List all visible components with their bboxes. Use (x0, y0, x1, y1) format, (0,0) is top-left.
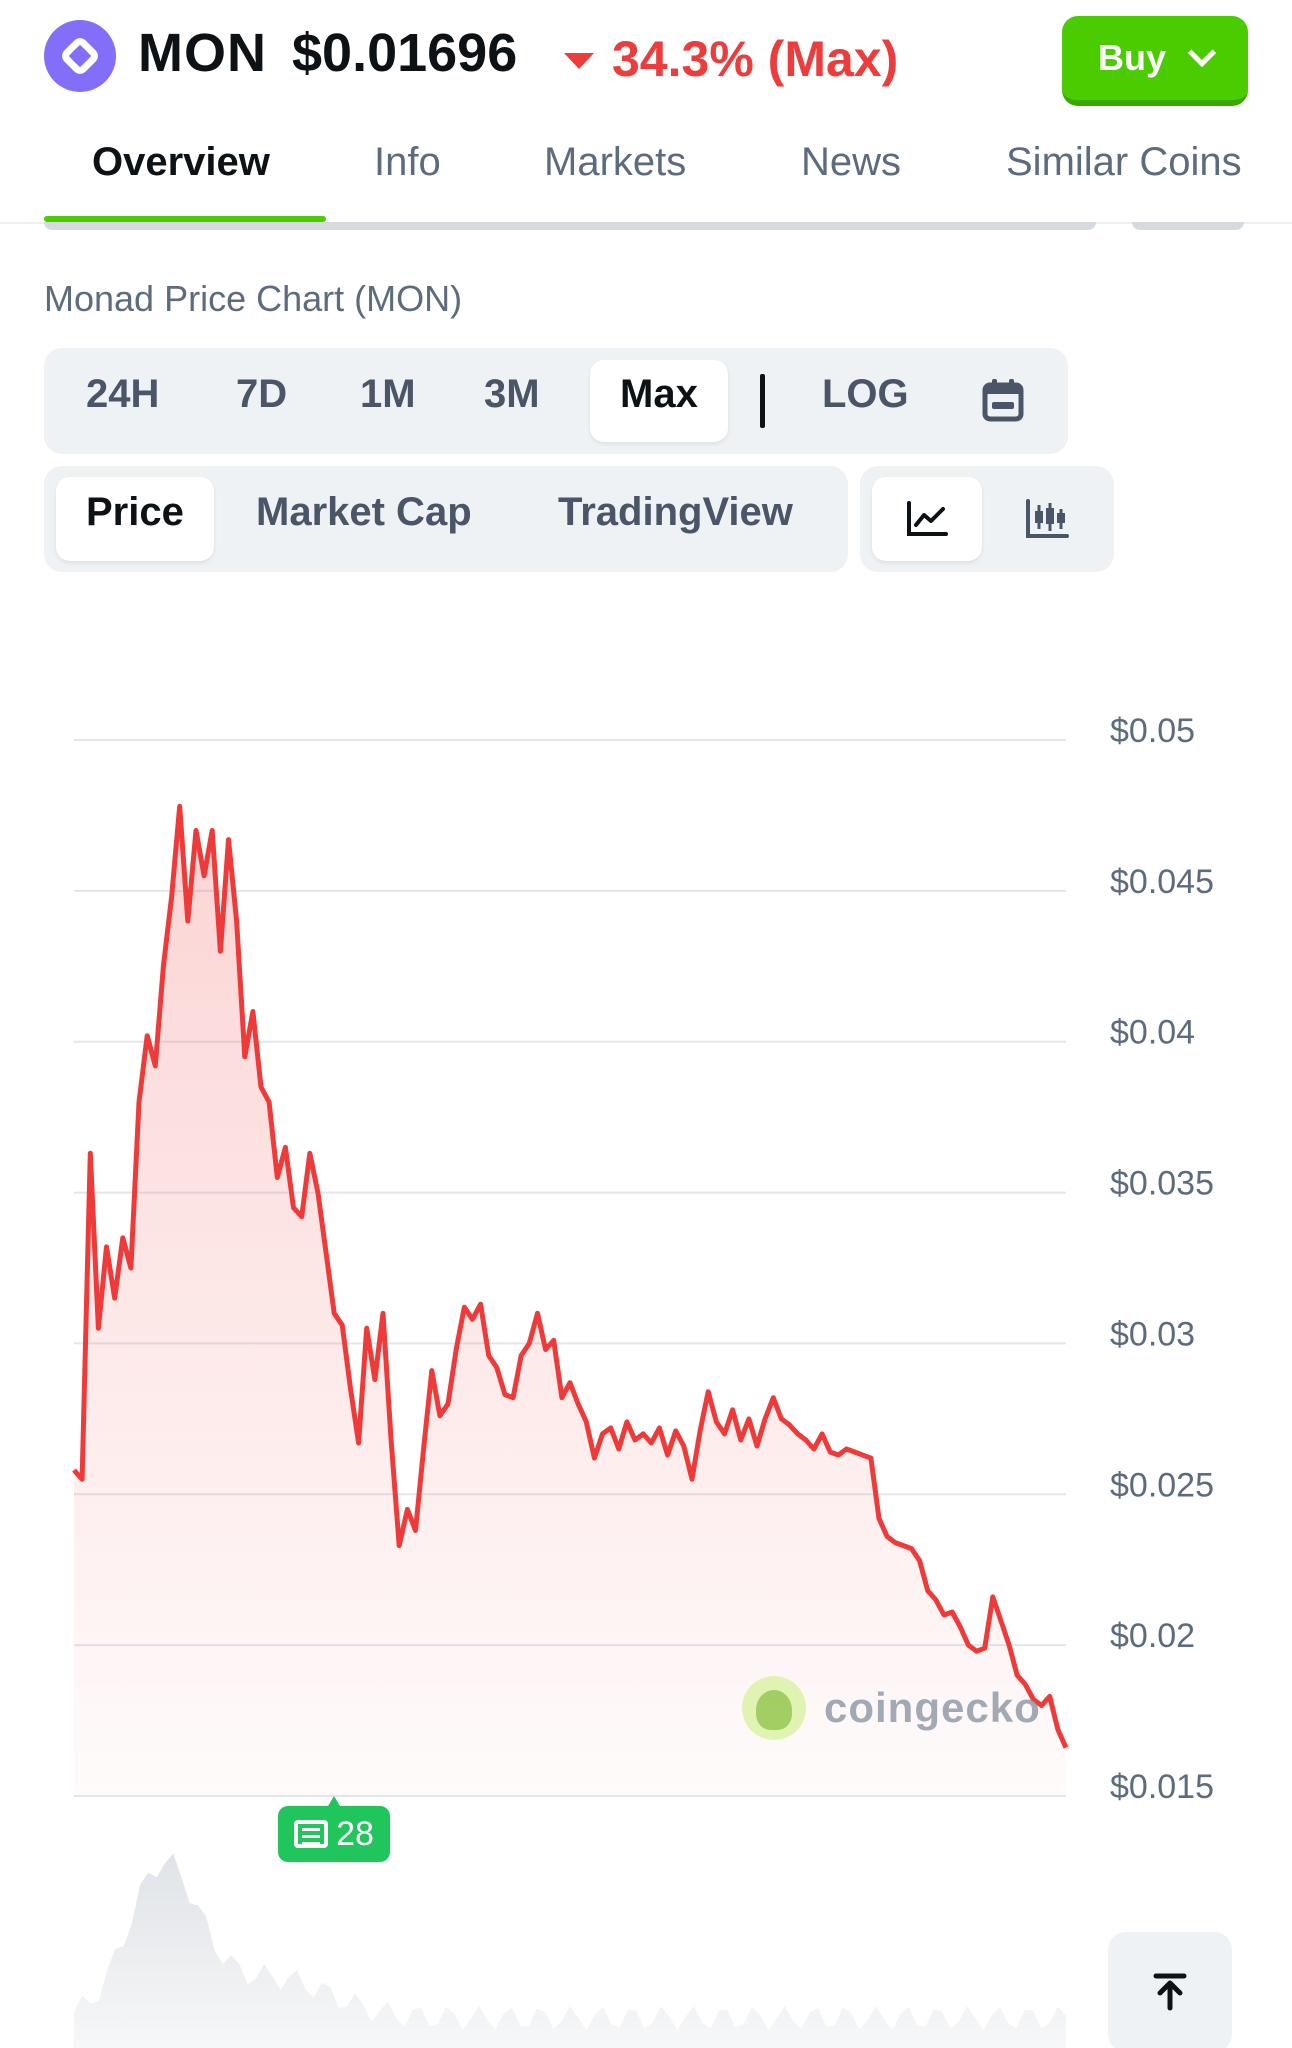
monad-logo-icon (44, 20, 116, 92)
volume-area (74, 1853, 1066, 2048)
candlestick-chart-button[interactable] (992, 477, 1102, 561)
tab-markets[interactable]: Markets (544, 140, 687, 184)
chart-type-selector (860, 466, 1114, 572)
divider (1132, 222, 1244, 230)
line-chart-icon (907, 501, 948, 536)
range-3m[interactable]: 3M (484, 372, 540, 416)
tab-similar-coins[interactable]: Similar Coins (1006, 140, 1242, 184)
newspaper-icon (294, 1820, 329, 1848)
coingecko-logo-icon (742, 1676, 806, 1740)
buy-button[interactable]: Buy (1062, 16, 1248, 106)
range-1m[interactable]: 1M (360, 372, 416, 416)
candlestick-icon (1026, 499, 1069, 538)
metric-tradingview[interactable]: TradingView (558, 490, 793, 534)
buy-button-label: Buy (1097, 37, 1166, 78)
y-tick-label: $0.02 (1110, 1617, 1195, 1655)
y-tick-label: $0.03 (1110, 1315, 1195, 1353)
y-tick-label: $0.035 (1110, 1165, 1214, 1203)
news-marker-badge[interactable]: 28 (278, 1796, 390, 1862)
active-tab-indicator (44, 216, 326, 222)
log-toggle[interactable]: LOG (822, 372, 909, 416)
time-range-selector: 24H 7D 1M 3M Max LOG (44, 348, 1068, 454)
coin-tabs: Overview Info Markets News Similar Coins (0, 124, 1292, 224)
watermark-text: coingecko (824, 1684, 1041, 1731)
tab-news[interactable]: News (801, 140, 902, 184)
coin-symbol: MON (138, 23, 267, 83)
price-change: 34.3% (Max) (564, 30, 898, 88)
metric-market-cap[interactable]: Market Cap (256, 490, 472, 534)
price-area-fill (74, 806, 1066, 1796)
coin-price: $0.01696 (292, 23, 518, 83)
news-count: 28 (336, 1814, 374, 1853)
range-24h[interactable]: 24H (86, 372, 160, 416)
down-arrow-icon (564, 53, 594, 69)
metric-price[interactable]: Price (56, 477, 214, 561)
y-tick-label: $0.025 (1110, 1466, 1214, 1504)
tab-overview[interactable]: Overview (92, 140, 270, 184)
range-max[interactable]: Max (590, 360, 728, 442)
arrow-up-icon (1153, 1973, 1187, 2011)
y-tick-label: $0.04 (1110, 1014, 1195, 1052)
y-tick-label: $0.05 (1110, 712, 1195, 750)
scroll-to-top-button[interactable] (1108, 1932, 1232, 2048)
y-tick-label: $0.015 (1110, 1768, 1214, 1806)
tab-info[interactable]: Info (374, 140, 441, 184)
price-change-value: 34.3% (Max) (612, 31, 899, 87)
chart-title: Monad Price Chart (MON) (44, 278, 463, 319)
line-chart-button[interactable] (872, 477, 982, 561)
divider (44, 222, 1096, 230)
calendar-icon[interactable] (982, 378, 1024, 422)
price-line (72, 803, 1069, 1749)
range-separator (760, 374, 765, 428)
range-7d[interactable]: 7D (236, 372, 288, 416)
metric-selector: Price Market Cap TradingView (44, 466, 848, 572)
coin-header: MON $0.01696 34.3% (Max) Buy (0, 0, 1292, 124)
y-tick-label: $0.045 (1110, 863, 1214, 901)
coingecko-watermark: coingecko (742, 1676, 1041, 1740)
y-axis-labels: $0.05 $0.045 $0.04 $0.035 $0.03 $0.025 $0.02 $0… (1110, 712, 1214, 1806)
chevron-down-icon (1187, 38, 1217, 68)
price-chart[interactable]: $0.05 $0.045 $0.04 $0.035 $0.03 $0.025 $0.02 $0… (0, 600, 1292, 2048)
